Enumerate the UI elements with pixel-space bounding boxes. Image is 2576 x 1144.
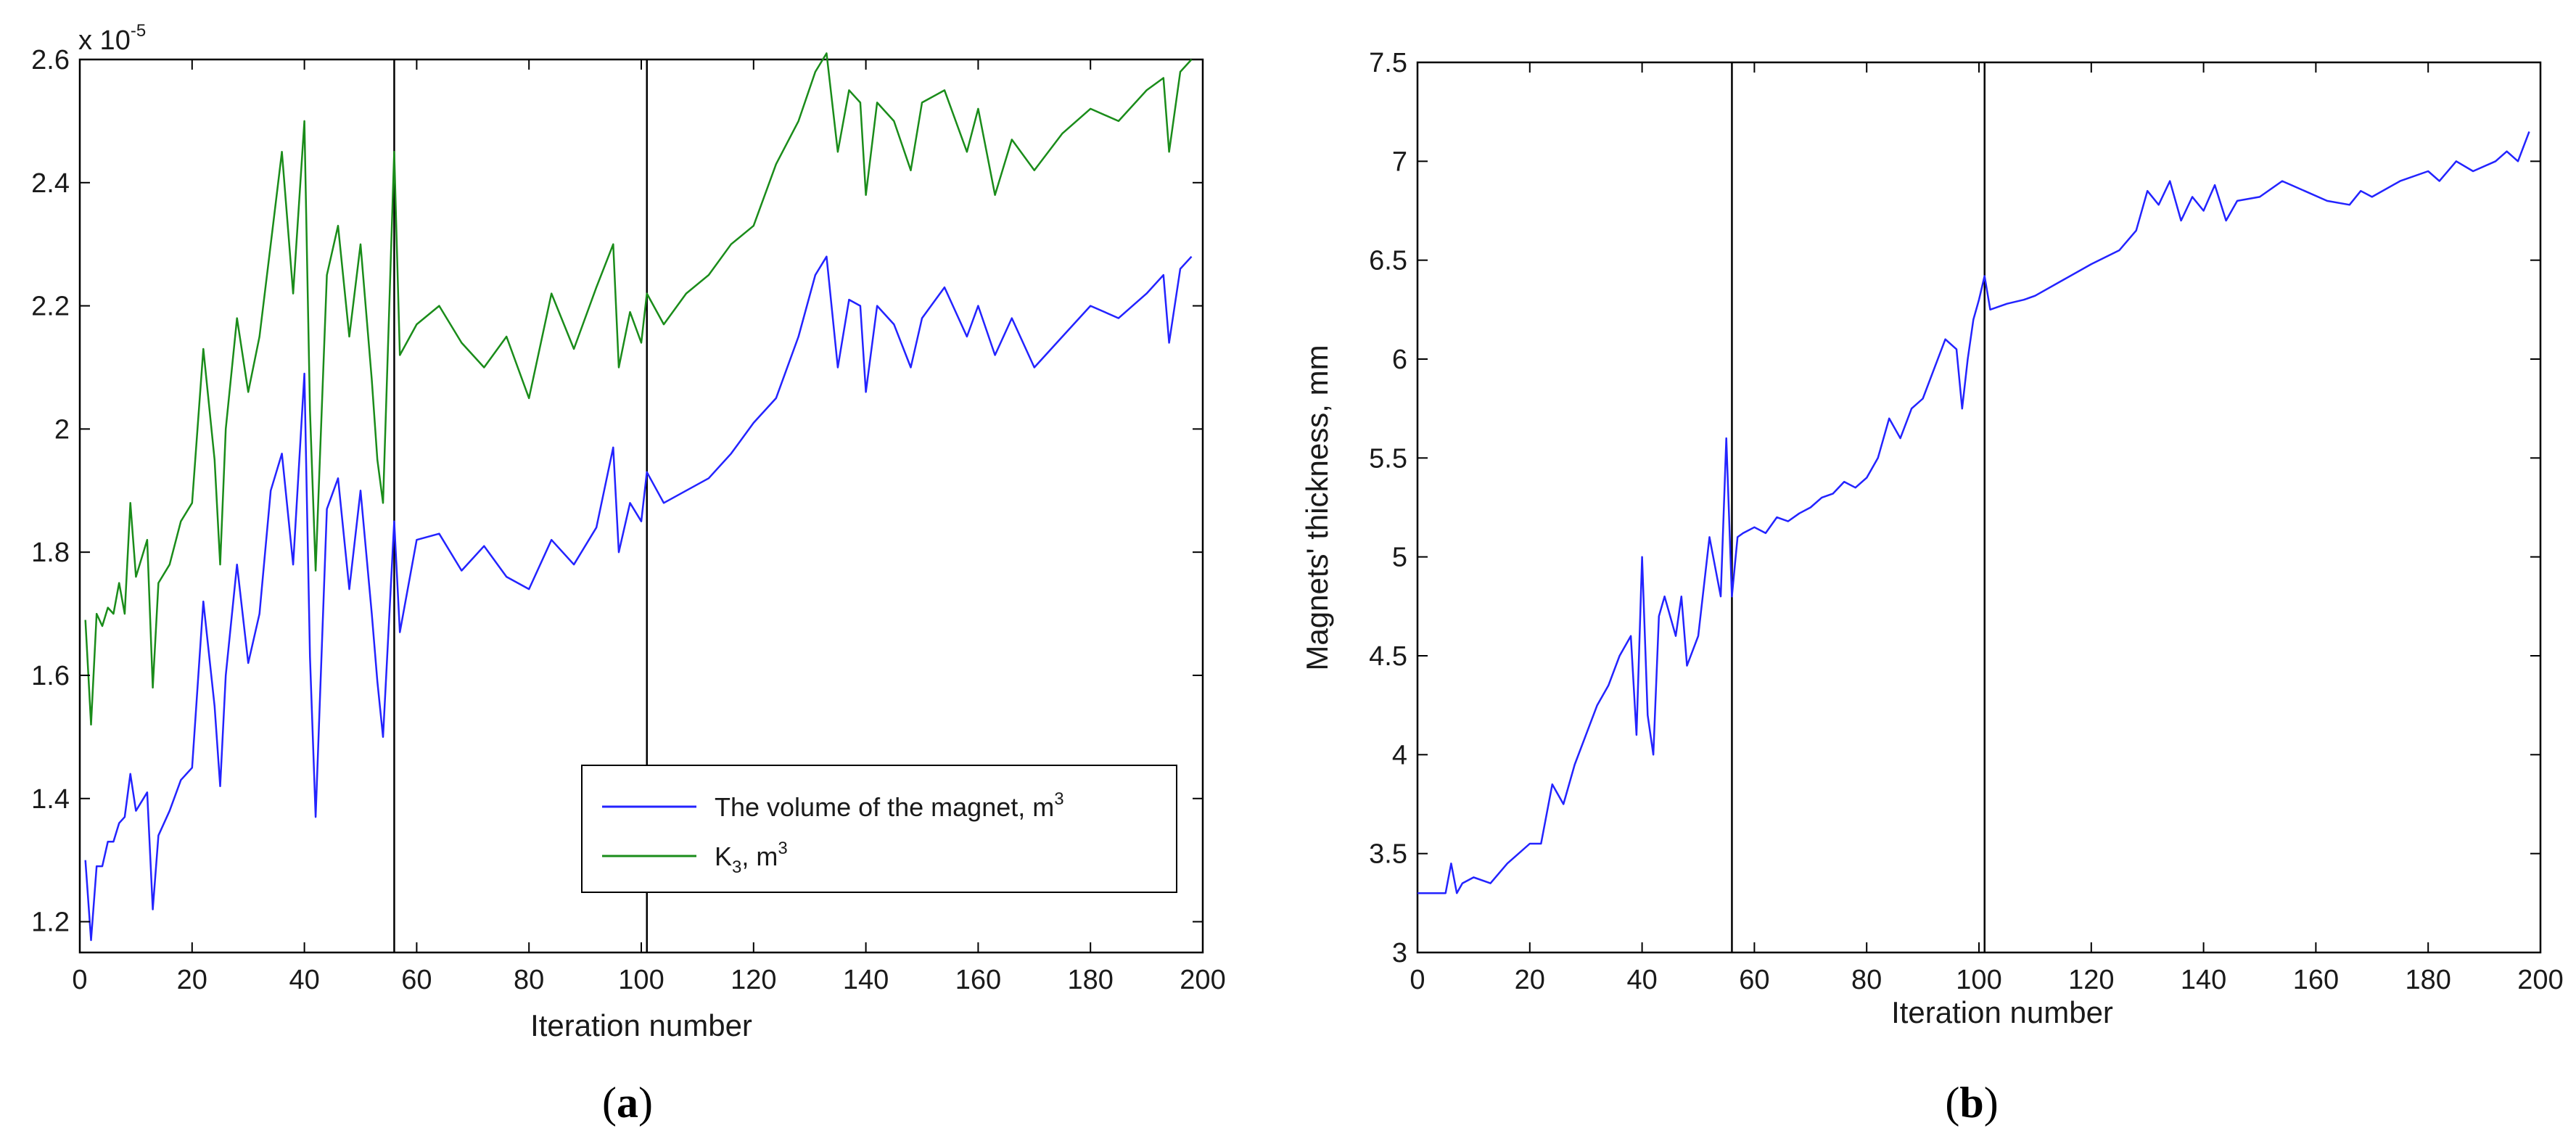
x-tick-label: 100	[618, 965, 664, 995]
y-tick-label: 7.5	[1369, 48, 1407, 78]
y-tick-label: 7	[1392, 147, 1407, 177]
y-tick-label: 2.4	[31, 168, 70, 199]
x-tick-label: 0	[1410, 965, 1425, 995]
series-line-a-0	[84, 255, 1193, 942]
x-tick-label: 120	[2068, 965, 2114, 995]
x-tick-label: 200	[2517, 965, 2563, 995]
x-tick-label: 140	[843, 965, 889, 995]
y-tick-label: 1.8	[31, 538, 70, 568]
y-tick-label: 1.6	[31, 661, 70, 691]
x-tick-label: 80	[1851, 965, 1882, 995]
y-tick-label: 2	[54, 414, 70, 445]
x-tick-label: 200	[1180, 965, 1225, 995]
x-tick-label: 180	[2405, 965, 2451, 995]
x-tick-label: 80	[514, 965, 544, 995]
x-tick-label: 100	[1956, 965, 2001, 995]
plot-area-b	[1416, 61, 2542, 954]
caption-b: (b)	[1945, 1079, 1998, 1127]
x-axis-ticks-a: 0 20 40 60 80 100 120 140 160 180 200	[72, 59, 1226, 995]
y-tick-label: 4	[1392, 740, 1407, 770]
x-tick-label: 60	[401, 965, 432, 995]
y-tick-label: 3.5	[1369, 839, 1407, 870]
x-axis-label-b: Iteration number	[1891, 995, 2113, 1029]
y-axis-label-b: Magnets' thickness, mm	[1300, 345, 1334, 670]
y-tick-label: 5	[1392, 543, 1407, 573]
x-tick-label: 40	[1626, 965, 1657, 995]
chart-panel-b: 0 20 40 60 80 100 120 140 160 180 200 3 3.5 4 4.5 5 5.5…	[1300, 48, 2564, 1029]
y-multiplier-a: x 10-5	[78, 21, 146, 56]
x-tick-label: 180	[1067, 965, 1113, 995]
y-tick-label: 2.2	[31, 292, 70, 322]
legend-a: The volume of the magnet, m3 K3, m3	[581, 765, 1177, 893]
legend-box-a	[581, 765, 1177, 893]
x-tick-label: 20	[1515, 965, 1545, 995]
x-tick-label: 140	[2181, 965, 2226, 995]
x-tick-label: 60	[1739, 965, 1769, 995]
x-axis-ticks-b: 0 20 40 60 80 100 120 140 160 180 200	[1410, 62, 2564, 995]
legend-label-volume: The volume of the magnet, m3	[715, 789, 1064, 822]
series-group-a	[84, 52, 1193, 942]
y-tick-label: 1.4	[31, 784, 70, 815]
iteration-markers-b	[1731, 62, 1986, 952]
y-tick-label: 4.5	[1369, 641, 1407, 672]
series-group-b	[1417, 131, 2530, 894]
caption-a: (a)	[602, 1079, 653, 1127]
x-tick-label: 0	[72, 965, 87, 995]
y-axis-ticks-b: 3 3.5 4 4.5 5 5.5 6 6.5 7 7.5	[1369, 48, 2540, 968]
y-tick-label: 5.5	[1369, 443, 1407, 474]
y-tick-label: 1.2	[31, 908, 70, 938]
x-tick-label: 160	[955, 965, 1001, 995]
legend-label-k3: K3, m3	[715, 839, 788, 877]
y-tick-label: 6	[1392, 345, 1407, 375]
y-tick-label: 6.5	[1369, 246, 1407, 276]
x-tick-label: 120	[731, 965, 776, 995]
series-line-b-0	[1417, 131, 2530, 894]
chart-panel-a: 0 20 40 60 80 100 120 140 160 180 200 1.2 1.4 1.6 1.8…	[31, 21, 1226, 1042]
x-axis-label-a: Iteration number	[530, 1008, 752, 1042]
y-tick-label: 3	[1392, 938, 1407, 968]
y-tick-label: 2.6	[31, 45, 70, 75]
x-tick-label: 20	[177, 965, 207, 995]
x-tick-label: 40	[289, 965, 319, 995]
series-line-a-1	[84, 52, 1193, 726]
x-tick-label: 160	[2293, 965, 2339, 995]
y-axis-ticks-a: 1.2 1.4 1.6 1.8 2 2.2 2.4 2.6	[31, 45, 1203, 938]
